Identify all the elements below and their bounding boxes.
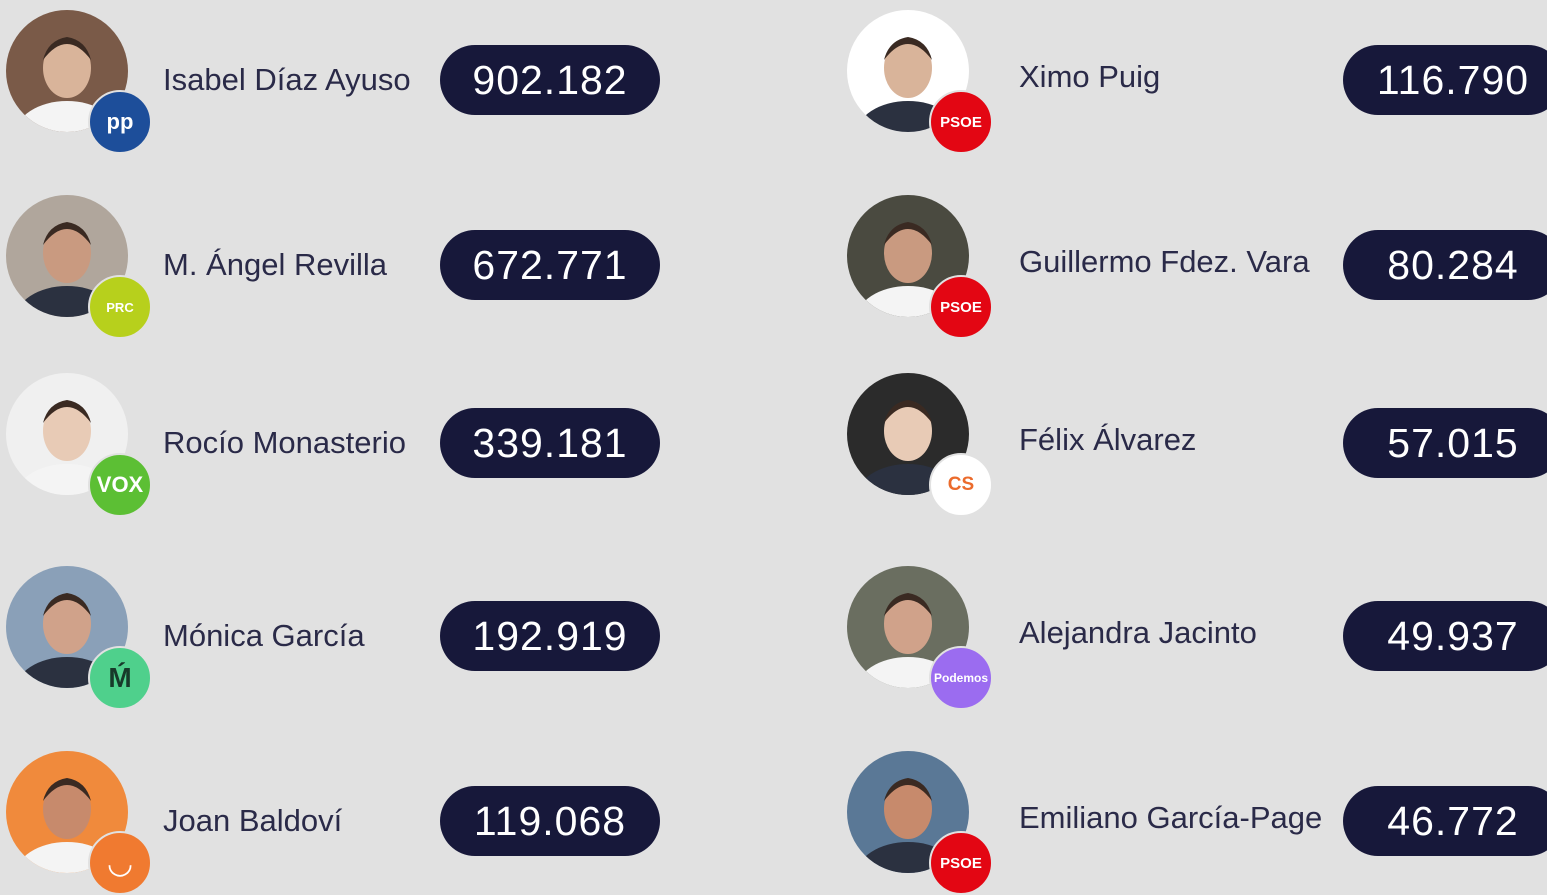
- candidate-name: Ximo Puig: [1019, 59, 1161, 94]
- party-badge: pp: [88, 90, 152, 154]
- vote-count: 49.937: [1343, 601, 1547, 671]
- vote-count: 192.919: [440, 601, 660, 671]
- vote-count: 119.068: [440, 786, 660, 856]
- vote-count: 672.771: [440, 230, 660, 300]
- candidate-name: Guillermo Fdez. Vara: [1019, 244, 1310, 279]
- party-badge: PSOE: [929, 275, 993, 339]
- vote-count: 339.181: [440, 408, 660, 478]
- candidate-name: Félix Álvarez: [1019, 422, 1197, 457]
- portrait: [15, 222, 119, 317]
- candidate-name: M. Ángel Revilla: [163, 247, 387, 282]
- party-badge: CS: [929, 453, 993, 517]
- vote-count: 116.790: [1343, 45, 1547, 115]
- vote-count: 46.772: [1343, 786, 1547, 856]
- vote-count: 902.182: [440, 45, 660, 115]
- candidate-photo: [847, 751, 969, 873]
- candidate-name: Rocío Monasterio: [163, 425, 406, 460]
- party-badge: PRC: [88, 275, 152, 339]
- candidate-name: Emiliano García-Page: [1019, 800, 1323, 835]
- candidate-name: Joan Baldoví: [163, 803, 343, 838]
- party-badge: ◡: [88, 831, 152, 895]
- party-badge: Ḿ: [88, 646, 152, 710]
- candidate-name: Alejandra Jacinto: [1019, 615, 1257, 650]
- vote-count: 80.284: [1343, 230, 1547, 300]
- party-badge: Podemos: [929, 646, 993, 710]
- vote-count: 57.015: [1343, 408, 1547, 478]
- party-badge: VOX: [88, 453, 152, 517]
- party-badge: PSOE: [929, 831, 993, 895]
- candidate-name: Mónica García: [163, 618, 365, 653]
- candidate-name: Isabel Díaz Ayuso: [163, 62, 411, 97]
- party-badge: PSOE: [929, 90, 993, 154]
